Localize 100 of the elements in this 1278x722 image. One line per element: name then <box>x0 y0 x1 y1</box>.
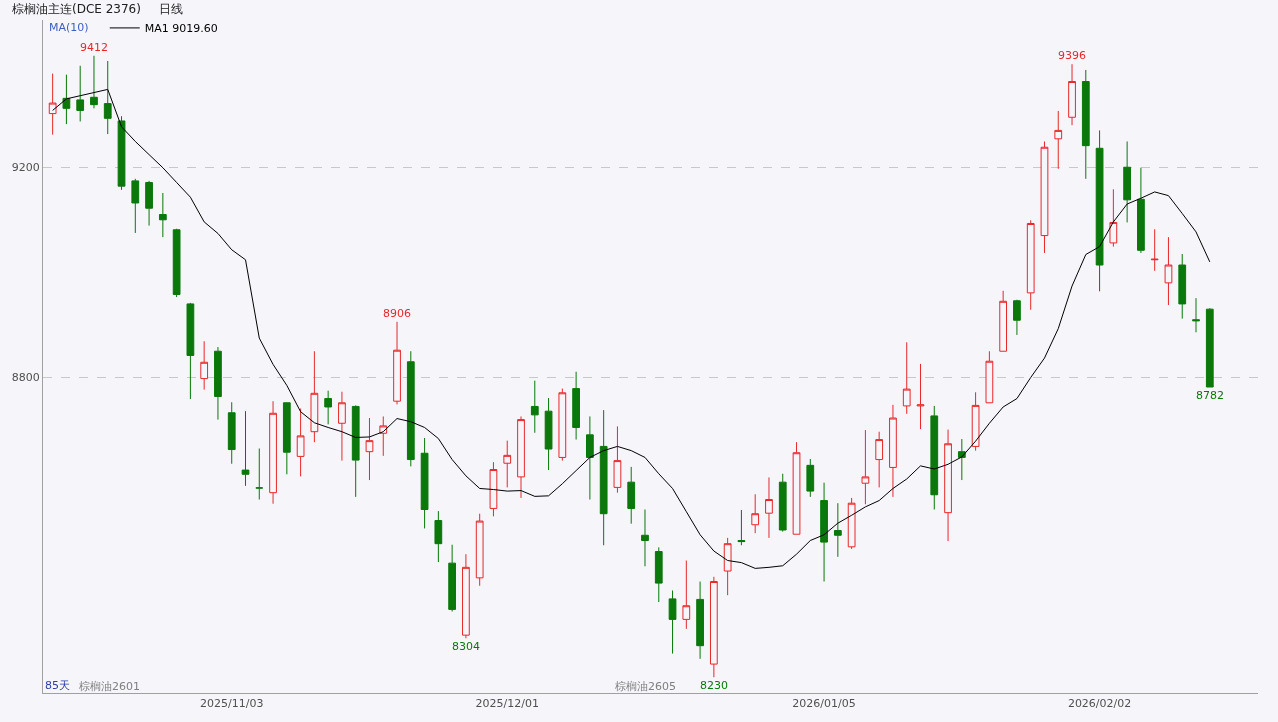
candlestick <box>916 363 925 430</box>
candlestick <box>1178 253 1187 320</box>
candlestick <box>778 473 787 533</box>
candlestick <box>379 415 388 457</box>
candlestick <box>448 544 457 612</box>
annotation: 8906 <box>383 307 411 320</box>
candlestick <box>902 341 911 415</box>
x-tick-label: 2025/11/03 <box>200 697 264 711</box>
candlestick <box>48 73 57 136</box>
candlestick <box>875 431 884 488</box>
x-tick-label: 2026/01/05 <box>792 697 856 711</box>
candlestick <box>709 576 718 678</box>
candlestick <box>944 429 952 542</box>
annotation: 9412 <box>80 41 108 54</box>
candlestick <box>641 509 649 567</box>
candlestick <box>544 397 553 471</box>
candlestick <box>971 391 980 452</box>
candlestick <box>1192 297 1200 333</box>
candlestick <box>420 437 429 529</box>
candlestick <box>530 380 539 434</box>
candlestick <box>1068 63 1076 126</box>
candlestick <box>737 509 746 546</box>
chart-title: 棕榈油主连(DCE 2376) <box>12 2 141 17</box>
candlestick <box>751 493 760 534</box>
annotation: 8230 <box>700 679 728 692</box>
legend-label: MA1 9019.60 <box>144 22 218 36</box>
candlestick <box>475 513 484 587</box>
candlestick <box>696 581 704 660</box>
candlestick <box>999 290 1008 352</box>
x-tick-label: 2025/12/01 <box>475 697 539 711</box>
candlestick <box>200 340 209 391</box>
candlestick <box>62 74 71 125</box>
candlestick <box>792 441 801 535</box>
candlestick <box>586 415 594 501</box>
annotation: MA(10) <box>49 21 89 34</box>
candlestick <box>572 371 580 441</box>
candlestick <box>434 510 443 563</box>
candlestick <box>462 553 470 639</box>
candlestick <box>489 461 498 517</box>
annotation: 棕榈油2605 <box>615 680 676 693</box>
candlestick <box>172 228 181 298</box>
candlestick <box>806 458 815 498</box>
candlestick <box>296 408 305 477</box>
candlestick <box>1205 307 1214 388</box>
candlestick <box>1123 140 1132 223</box>
candlestick <box>847 497 856 550</box>
chart-subtitle: 日线 <box>159 2 183 16</box>
candlestick <box>324 390 333 425</box>
candlestick <box>723 537 732 596</box>
candlestick <box>310 350 319 443</box>
candlestick <box>627 466 636 525</box>
candlestick <box>889 404 897 498</box>
y-tick-label: 9200 <box>11 161 40 175</box>
candlestick <box>117 115 126 191</box>
annotation: 85天 <box>45 679 70 692</box>
candlestick <box>186 302 195 400</box>
candlestick <box>1026 219 1035 311</box>
candlestick <box>76 65 85 122</box>
candlestick <box>1109 188 1118 248</box>
candlestick <box>1054 110 1063 170</box>
candlestick <box>861 429 870 505</box>
annotation: 8304 <box>452 640 480 653</box>
candlestick <box>503 440 512 488</box>
candlestick <box>613 425 622 494</box>
candlestick <box>1013 299 1021 336</box>
candlestick <box>338 391 346 462</box>
candlestick <box>90 55 98 109</box>
annotation: 9396 <box>1058 49 1086 62</box>
candlestick <box>241 410 250 487</box>
candlestick <box>103 60 112 135</box>
candlestick <box>269 400 277 505</box>
candlestick <box>1040 140 1049 254</box>
candlestick <box>365 417 374 481</box>
candlestick <box>599 409 608 546</box>
candlestick <box>1150 228 1159 272</box>
candlestick <box>214 346 222 421</box>
candlestick <box>158 192 167 238</box>
candlestick <box>145 180 153 227</box>
candlestick <box>1137 167 1145 254</box>
candlestick <box>558 388 567 462</box>
candlestick <box>985 350 994 404</box>
candlestick <box>765 476 773 539</box>
candlestick <box>227 401 236 465</box>
candlestick <box>1095 129 1104 292</box>
annotation: 8782 <box>1196 389 1224 402</box>
x-tick-label: 2026/02/02 <box>1067 697 1132 711</box>
candlestick <box>351 404 360 498</box>
candlestick <box>668 589 677 655</box>
candlestick <box>930 405 939 510</box>
candlestick <box>282 402 291 475</box>
candlestick <box>1081 69 1090 180</box>
candlestick <box>654 546 663 603</box>
candlestick <box>1164 236 1173 306</box>
candlestick <box>393 321 401 405</box>
y-tick-label: 8800 <box>11 371 40 385</box>
candlestick <box>682 560 691 630</box>
candlestick <box>406 350 415 467</box>
candlestick <box>131 178 140 234</box>
candlestick <box>820 482 828 583</box>
candlestick <box>517 415 525 499</box>
